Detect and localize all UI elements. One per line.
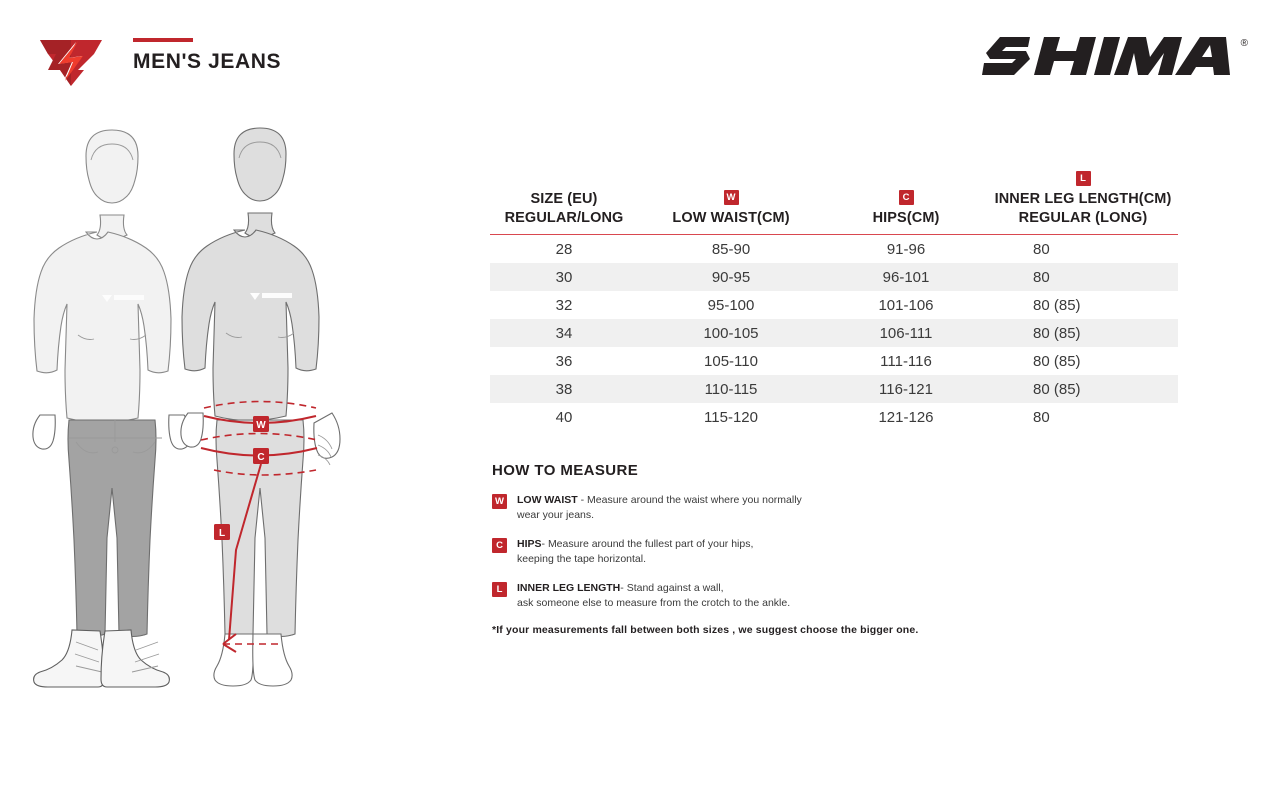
cell-size: 30 [490, 263, 638, 292]
hips-badge-icon: C [898, 189, 914, 205]
cell-size: 34 [490, 319, 638, 348]
measure-dash: - [580, 494, 585, 506]
measure-desc-line2: ask someone else to measure from the cro… [517, 596, 791, 609]
column-header-inner-leg-line2: REGULAR (LONG) [1018, 209, 1148, 226]
size-selection-footnote: *If your measurements fall between both … [492, 624, 919, 637]
table-row: 32 95-100 101-106 80 (85) [490, 291, 1178, 319]
title-accent-rule [133, 38, 193, 42]
registered-trademark-symbol: ® [1240, 38, 1248, 49]
page-title: MEN'S JEANS [133, 50, 282, 73]
waist-badge-icon: W [492, 494, 507, 509]
cell-inner-leg: 80 [1033, 408, 1050, 426]
cell-inner-leg: 80 [1033, 240, 1050, 258]
column-header-inner-leg-length: L INNER LEG LENGTH(CM) REGULAR (LONG) [988, 168, 1178, 236]
cell-size: 40 [555, 408, 573, 426]
measurement-overlay-hips: C [200, 432, 318, 464]
cell-hips: 121-126 [878, 408, 934, 426]
cell-low-waist: 95-100 [707, 296, 755, 314]
how-to-measure-section: HOW TO MEASURE W LOW WAIST - Measure aro… [492, 462, 1052, 636]
measurement-overlay-waist: W [203, 400, 317, 432]
cell-low-waist: 105-110 [704, 352, 758, 370]
inner-leg-badge-icon: L [492, 581, 507, 597]
cell-low-waist: 100-105 [638, 319, 824, 348]
cell-inner-leg: 80 (85) [1033, 296, 1081, 314]
cell-hips: 111-116 [880, 352, 932, 370]
table-row: 36 105-110 111-116 80 (85) [490, 347, 1178, 375]
column-header-inner-leg-label: INNER LEG LENGTH [994, 191, 1139, 207]
measure-desc-line2: keeping the tape horizontal. [517, 552, 647, 565]
page-title-block: MEN'S JEANS [133, 38, 281, 74]
cell-size: 32 [555, 296, 573, 314]
column-header-low-waist-unit: (CM) [757, 209, 790, 226]
inner-leg-badge-icon: L [1075, 171, 1091, 186]
cell-inner-leg: 80 [988, 263, 1178, 292]
cell-inner-leg: 80 (85) [988, 375, 1178, 404]
table-row: 30 90-95 96-101 80 [490, 263, 1178, 292]
cell-size: 38 [490, 375, 638, 404]
shima-wordmark-logo [982, 37, 1230, 75]
cell-hips: 116-121 [824, 375, 988, 404]
cell-size: 36 [555, 352, 573, 370]
column-header-hips-unit: (CM) [906, 209, 940, 226]
table-header-row: SIZE (EU) REGULAR/LONG W LOW WAIST(CM) C [490, 168, 1178, 236]
cell-low-waist: 115-120 [704, 408, 758, 426]
cell-size: 28 [555, 240, 573, 258]
size-chart-table: SIZE (EU) REGULAR/LONG W LOW WAIST(CM) C [490, 168, 1178, 431]
measure-desc-line1: Stand against a wall, [626, 581, 724, 594]
figure-clothed [32, 129, 192, 688]
svg-text:C: C [257, 452, 264, 463]
cell-hips: 96-101 [824, 263, 988, 292]
how-to-measure-title: HOW TO MEASURE [492, 462, 639, 479]
page-header: MEN'S JEANS ® [0, 0, 1288, 110]
cell-inner-leg: 80 (85) [988, 319, 1178, 348]
measure-term-inner-leg: INNER LEG LENGTH [517, 581, 621, 594]
measure-desc-line1: Measure around the fullest part of your … [547, 537, 754, 550]
column-header-hips: C HIPS(CM) [824, 168, 988, 236]
size-table-container: SIZE (EU) REGULAR/LONG W LOW WAIST(CM) C [490, 168, 1178, 431]
measure-desc-line2: wear your jeans. [517, 508, 595, 521]
cell-hips: 91-96 [886, 240, 926, 258]
measure-term-low-waist: LOW WAIST [517, 494, 578, 506]
cell-inner-leg: 80 (85) [1033, 352, 1081, 370]
shima-triangle-logo-icon [40, 40, 102, 86]
column-header-size: SIZE (EU) REGULAR/LONG [490, 168, 638, 236]
measurement-overlay-inner-leg: L [213, 463, 317, 653]
svg-text:L: L [219, 528, 225, 539]
table-row: 40 115-120 121-126 80 [490, 403, 1178, 431]
measure-instruction-hips: C HIPS- Measure around the fullest part … [492, 537, 1052, 567]
column-header-low-waist-label: LOW WAIST [672, 209, 758, 226]
column-header-hips-label: HIPS [872, 209, 907, 226]
cell-low-waist: 110-115 [638, 375, 824, 404]
cell-hips: 106-111 [824, 319, 988, 348]
measure-term-hips: HIPS [517, 537, 542, 550]
measurement-figures-illustration: .sk { fill:#ffffff; stroke:#6e6e6e; stro… [32, 127, 341, 688]
waist-badge-icon: W [723, 189, 739, 205]
measure-instruction-inner-leg: L INNER LEG LENGTH- Stand against a wall… [492, 581, 1052, 611]
table-row: 28 85-90 91-96 80 [490, 235, 1178, 264]
cell-low-waist: 90-95 [638, 263, 824, 292]
measure-instruction-low-waist: W LOW WAIST - Measure around the waist w… [492, 493, 1052, 523]
measure-desc-line1: Measure around the waist where you norma… [587, 494, 802, 506]
column-header-inner-leg-unit: (CM) [1138, 191, 1172, 207]
hips-badge-icon: C [492, 537, 507, 553]
cell-low-waist: 85-90 [711, 240, 751, 258]
column-header-low-waist: W LOW WAIST(CM) [638, 168, 824, 236]
measure-dash: - [620, 581, 624, 594]
table-row: 34 100-105 106-111 80 (85) [490, 319, 1178, 348]
column-header-size-line1: SIZE (EU) [530, 191, 598, 207]
figure-measured: W C L [180, 127, 341, 687]
measure-dash: - [541, 537, 546, 550]
column-header-size-line2: REGULAR/LONG [504, 209, 624, 226]
cell-hips: 101-106 [878, 296, 934, 314]
svg-text:W: W [256, 420, 266, 431]
table-row: 38 110-115 116-121 80 (85) [490, 375, 1178, 404]
